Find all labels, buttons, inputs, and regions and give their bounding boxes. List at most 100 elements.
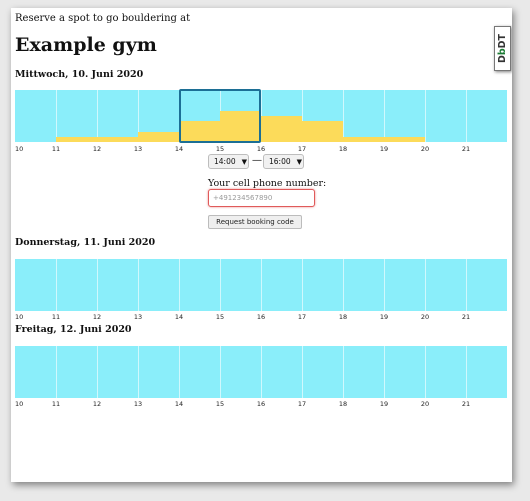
start-time-select[interactable]: 14:00 ▼ bbox=[208, 154, 249, 169]
hour-gridline bbox=[384, 90, 385, 142]
chevron-down-icon: ▼ bbox=[296, 157, 303, 166]
hour-gridline bbox=[466, 259, 467, 311]
hour-gridline bbox=[138, 90, 139, 142]
hour-label: 13 bbox=[133, 145, 143, 153]
day-1-timeline[interactable] bbox=[15, 89, 507, 143]
hour-gridline bbox=[179, 346, 180, 398]
hour-label: 12 bbox=[92, 400, 102, 408]
hour-gridline bbox=[56, 346, 57, 398]
hour-gridline bbox=[425, 346, 426, 398]
hour-label: 11 bbox=[51, 400, 61, 408]
request-booking-code-button[interactable]: Request booking code bbox=[208, 215, 302, 229]
hour-gridline bbox=[466, 90, 467, 142]
hour-gridline bbox=[220, 259, 221, 311]
occupancy-bar bbox=[179, 121, 220, 142]
hour-label: 16 bbox=[256, 145, 266, 153]
hour-gridline bbox=[56, 259, 57, 311]
occupancy-bar bbox=[343, 137, 384, 142]
gym-name-heading: Example gym bbox=[15, 34, 157, 56]
hour-label: 20 bbox=[420, 400, 430, 408]
hour-label: 14 bbox=[174, 313, 184, 321]
hour-label: 19 bbox=[379, 400, 389, 408]
hour-gridline bbox=[425, 259, 426, 311]
occupancy-bar bbox=[56, 137, 97, 142]
browser-viewport: Reserve a spot to go bouldering at Examp… bbox=[11, 8, 512, 482]
occupancy-bar bbox=[138, 132, 179, 142]
day-2-timeline[interactable] bbox=[15, 259, 507, 311]
day-title-2: Donnerstag, 11. Juni 2020 bbox=[15, 237, 156, 248]
occupancy-bar bbox=[97, 137, 138, 142]
occupancy-bar bbox=[384, 137, 425, 142]
hour-label: 11 bbox=[51, 145, 61, 153]
hour-gridline bbox=[97, 90, 98, 142]
occupancy-bar bbox=[261, 116, 302, 142]
hour-gridline bbox=[56, 90, 57, 142]
hour-label: 10 bbox=[15, 400, 24, 408]
day-title-3: Freitag, 12. Juni 2020 bbox=[15, 324, 132, 335]
hour-gridline bbox=[220, 346, 221, 398]
day-2-hour-labels: 10 11 12 13 14 15 16 17 18 19 20 21 bbox=[15, 313, 507, 323]
hour-gridline bbox=[138, 346, 139, 398]
hour-label: 17 bbox=[297, 400, 307, 408]
occupancy-bar bbox=[302, 121, 343, 142]
hour-label: 14 bbox=[174, 145, 184, 153]
hour-label: 14 bbox=[174, 400, 184, 408]
hour-gridline bbox=[261, 346, 262, 398]
hour-label: 13 bbox=[133, 313, 143, 321]
hour-gridline bbox=[466, 346, 467, 398]
hour-label: 20 bbox=[420, 313, 430, 321]
hour-gridline bbox=[343, 259, 344, 311]
hour-label: 12 bbox=[92, 313, 102, 321]
side-badge[interactable]: DbDT bbox=[494, 26, 511, 71]
hour-gridline bbox=[343, 346, 344, 398]
hour-label: 18 bbox=[338, 313, 348, 321]
day-3-timeline[interactable] bbox=[15, 346, 507, 398]
hour-gridline bbox=[425, 90, 426, 142]
hour-label: 21 bbox=[461, 145, 471, 153]
intro-text: Reserve a spot to go bouldering at bbox=[15, 13, 191, 24]
hour-gridline bbox=[302, 346, 303, 398]
hour-gridline bbox=[261, 259, 262, 311]
hour-label: 19 bbox=[379, 313, 389, 321]
hour-gridline bbox=[179, 259, 180, 311]
hour-label: 20 bbox=[420, 145, 430, 153]
hour-label: 12 bbox=[92, 145, 102, 153]
occupancy-bar bbox=[220, 111, 261, 142]
hour-label: 15 bbox=[215, 400, 225, 408]
hour-gridline bbox=[97, 346, 98, 398]
hour-label: 15 bbox=[215, 145, 225, 153]
hour-label: 17 bbox=[297, 313, 307, 321]
hour-label: 11 bbox=[51, 313, 61, 321]
hour-label: 17 bbox=[297, 145, 307, 153]
time-range-separator: — bbox=[252, 155, 262, 166]
hour-label: 15 bbox=[215, 313, 225, 321]
day-title-1: Mittwoch, 10. Juni 2020 bbox=[15, 69, 144, 80]
hour-gridline bbox=[302, 90, 303, 142]
hour-label: 21 bbox=[461, 313, 471, 321]
hour-gridline bbox=[302, 259, 303, 311]
day-1-hour-labels: 10 11 12 13 14 15 16 17 18 19 20 21 bbox=[15, 145, 507, 155]
hour-gridline bbox=[384, 259, 385, 311]
hour-gridline bbox=[384, 346, 385, 398]
hour-gridline bbox=[343, 90, 344, 142]
hour-label: 10 bbox=[15, 313, 24, 321]
chevron-down-icon: ▼ bbox=[241, 157, 248, 166]
start-time-value: 14:00 bbox=[214, 157, 236, 166]
hour-gridline bbox=[138, 259, 139, 311]
day-3-hour-labels: 10 11 12 13 14 15 16 17 18 19 20 21 bbox=[15, 400, 507, 410]
hour-label: 10 bbox=[15, 145, 24, 153]
hour-label: 18 bbox=[338, 400, 348, 408]
hour-label: 16 bbox=[256, 400, 266, 408]
selected-slot-highlight[interactable] bbox=[179, 89, 261, 143]
hour-label: 21 bbox=[461, 400, 471, 408]
phone-label: Your cell phone number: bbox=[208, 178, 327, 189]
hour-label: 19 bbox=[379, 145, 389, 153]
hour-gridline bbox=[97, 259, 98, 311]
end-time-value: 16:00 bbox=[269, 157, 291, 166]
hour-label: 18 bbox=[338, 145, 348, 153]
end-time-select[interactable]: 16:00 ▼ bbox=[263, 154, 304, 169]
hour-label: 13 bbox=[133, 400, 143, 408]
hour-label: 16 bbox=[256, 313, 266, 321]
phone-input[interactable] bbox=[208, 189, 315, 207]
badge-text: DbDT bbox=[497, 33, 509, 64]
